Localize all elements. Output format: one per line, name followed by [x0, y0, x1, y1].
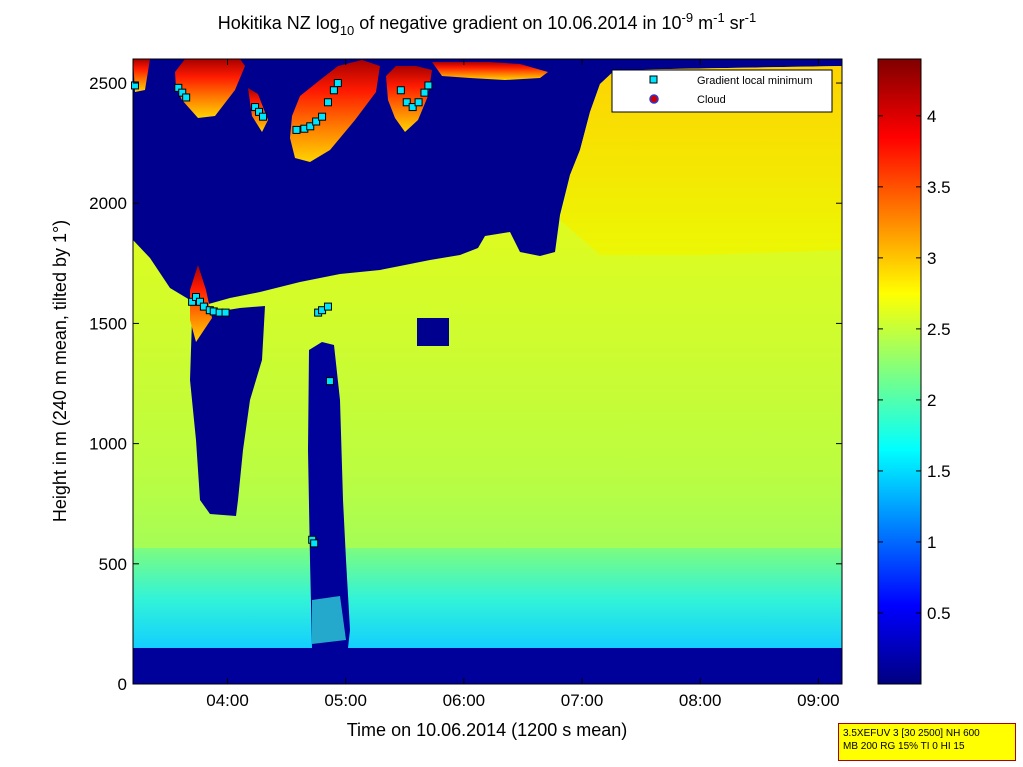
boundary-layer: [133, 548, 842, 648]
y-tick-label: 1000: [89, 435, 127, 454]
cloud-layer: [133, 59, 548, 342]
title-unit1: m: [693, 13, 713, 33]
info-line-2: MB 200 RG 15% TI 0 HI 15: [843, 741, 965, 752]
colorbar-tick-label: 2: [927, 391, 936, 410]
legend: Gradient local minimum Cloud: [611, 69, 833, 113]
x-tick-label: 09:00: [797, 691, 840, 710]
x-tick-label: 08:00: [679, 691, 722, 710]
clear-patch: [417, 318, 449, 346]
colorbar-tick-label: 3: [927, 249, 936, 268]
colorbar: [877, 58, 922, 685]
y-tick-label: 0: [118, 675, 127, 694]
gradient-minimum-marker: [312, 117, 321, 126]
gradient-minimum-marker: [292, 125, 301, 134]
legend-label-gradient-minimum: Gradient local minimum: [697, 75, 813, 87]
gradient-minimum-marker: [420, 88, 429, 97]
x-tick-label: 07:00: [561, 691, 604, 710]
gradient-minimum-marker: [221, 308, 230, 317]
info-box: 3.5XEFUV 3 [30 2500] NH 600 MB 200 RG 15…: [838, 723, 1016, 761]
x-tick-label: 04:00: [206, 691, 249, 710]
colorbar-tick-label: 1: [927, 533, 936, 552]
y-tick-label: 1500: [89, 314, 127, 333]
gradient-minimum-marker: [329, 86, 338, 95]
gradient-minimum-marker: [182, 93, 191, 102]
y-axis-label: Height in m (240 m mean, tilted by 1°): [50, 220, 70, 522]
gradient-minimum-marker: [306, 122, 315, 131]
gradient-minimum-marker: [414, 98, 423, 107]
axis-ticks: 04:00 05:00 06:00 07:00 08:00 09:00 0 500 1000 15…: [89, 59, 842, 710]
y-tick-label: 2000: [89, 194, 127, 213]
gradient-minimum-marker: [258, 112, 267, 121]
chart-title: Hokitika NZ log10 of negative gradient o…: [218, 10, 756, 38]
y-tick-label: 500: [99, 555, 127, 574]
gradient-minimum-marker: [318, 112, 327, 121]
gradient-minimum-marker: [325, 377, 334, 386]
title-exp3: -1: [745, 10, 757, 25]
title-middle: of negative gradient on 10.06.2014 in 10: [354, 13, 681, 33]
x-axis-label: Time on 10.06.2014 (1200 s mean): [347, 720, 628, 740]
gradient-minimum-marker: [333, 79, 342, 88]
legend-box: [611, 69, 833, 113]
legend-marker-cloud: [649, 94, 659, 104]
info-line-1: 3.5XEFUV 3 [30 2500] NH 600: [843, 728, 980, 739]
heatmap-image: [133, 59, 842, 684]
title-prefix-sub: 10: [340, 23, 354, 38]
colorbar-tick-label: 4: [927, 107, 936, 126]
x-tick-label: 05:00: [324, 691, 367, 710]
clear-column: [308, 342, 350, 648]
upper-layer: [560, 66, 842, 255]
gradient-minimum-marker: [424, 81, 433, 90]
gradient-minimum-marker: [323, 98, 332, 107]
title-prefix: Hokitika NZ log: [218, 13, 340, 33]
gradient-minimum-marker: [396, 86, 405, 95]
gradient-minimum-marker: [408, 103, 417, 112]
title-exp2: -1: [713, 10, 725, 25]
gradient-minima-markers: [130, 79, 433, 548]
title-unit2: sr: [725, 13, 745, 33]
x-tick-label: 06:00: [443, 691, 486, 710]
title-exp1: -9: [682, 10, 694, 25]
colorbar-tick-label: 2.5: [927, 320, 951, 339]
colorbar-tick-label: 3.5: [927, 178, 951, 197]
plot-frame: [132, 58, 843, 685]
gradient-minimum-marker: [323, 302, 332, 311]
clear-gap: [190, 306, 265, 516]
gradient-minimum-marker: [310, 539, 319, 548]
y-tick-label: 2500: [89, 74, 127, 93]
colorbar-tick-label: 1.5: [927, 462, 951, 481]
gradient-minimum-marker: [402, 98, 411, 107]
legend-marker-gradient-minimum: [649, 75, 658, 84]
colorbar-ticks: 0.5 1 1.5 2 2.5 3 3.5 4: [878, 107, 951, 623]
gradient-minimum-marker: [130, 81, 139, 90]
legend-label-cloud: Cloud: [697, 94, 726, 106]
colorbar-tick-label: 0.5: [927, 604, 951, 623]
column-base: [312, 596, 346, 644]
surface-layer: [133, 648, 842, 684]
